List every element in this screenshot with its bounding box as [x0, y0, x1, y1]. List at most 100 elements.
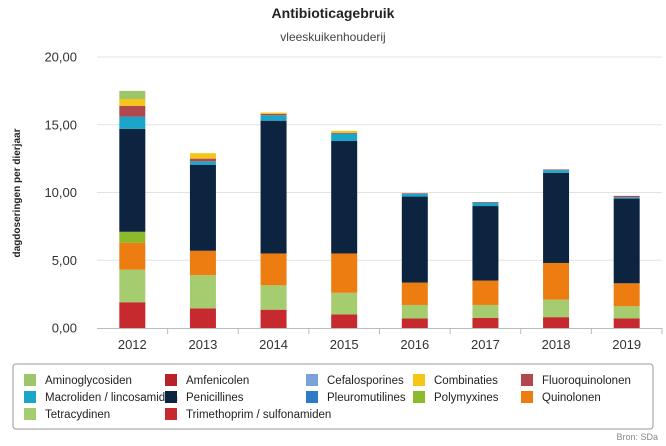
bar-segment	[260, 309, 287, 328]
bar-segment	[260, 120, 287, 254]
legend-swatch	[306, 391, 318, 403]
bar-segment	[260, 115, 287, 121]
x-tick-label: 2015	[330, 337, 359, 352]
x-tick-label: 2018	[542, 337, 571, 352]
bar-segment	[401, 196, 428, 283]
bar-segment	[331, 133, 358, 142]
legend-label: Polymyxines	[434, 392, 499, 404]
x-tick-label: 2012	[118, 337, 147, 352]
bar-segment	[260, 253, 287, 286]
x-axis-ticks: 2012 2013 2014 2015 2016 2017 2018 2019	[118, 328, 663, 352]
y-tick-label: 10,00	[44, 185, 77, 200]
bar-segment	[331, 130, 358, 133]
legend-swatch	[521, 374, 533, 386]
bar-segment	[472, 206, 499, 281]
legend-label: Quinolonen	[542, 392, 601, 404]
bar-segment	[543, 169, 570, 171]
bar-segment	[119, 90, 146, 100]
legend-swatch	[521, 391, 533, 403]
bar-segment	[331, 253, 358, 293]
y-axis-ticks: 0,00 5,00 10,00 15,00 20,00	[44, 50, 77, 336]
y-tick-label: 15,00	[44, 117, 77, 132]
legend-item[interactable]: Cefalosporines	[306, 374, 404, 387]
bar-segment	[543, 170, 570, 173]
y-tick-label: 20,00	[44, 50, 77, 65]
bar-segment	[472, 280, 499, 305]
bar-segment	[401, 193, 428, 194]
y-tick-label: 0,00	[52, 321, 77, 336]
bar-segment	[119, 105, 146, 117]
bar-segment	[189, 161, 216, 165]
bar-segment	[543, 299, 570, 318]
legend-swatch	[165, 374, 177, 386]
legend-item[interactable]: Polymyxines	[413, 391, 499, 404]
chart-subtitle: vleeskuikenhouderij	[280, 30, 385, 44]
bar-segment	[613, 318, 640, 328]
bar-segment	[331, 141, 358, 254]
y-axis-title: dagdoseringen per dierjaar	[12, 128, 23, 257]
bar-segment	[119, 99, 146, 106]
legend-item[interactable]: Amfenicolen	[165, 374, 249, 387]
bar-segment	[543, 317, 570, 328]
bar-segment	[401, 193, 428, 197]
bar-segment	[543, 172, 570, 263]
bar-segment	[260, 285, 287, 310]
legend-item[interactable]: Penicillines	[165, 391, 244, 404]
bar-segment	[119, 269, 146, 303]
legend-label: Trimethoprim / sulfonamiden	[186, 409, 331, 421]
bar-segment	[472, 202, 499, 207]
legend-label: Fluoroquinolonen	[542, 375, 631, 387]
bar-segment	[613, 197, 640, 199]
legend-swatch	[24, 408, 36, 420]
bar-segment	[472, 201, 499, 203]
legend-label: Penicillines	[186, 392, 244, 404]
x-tick-label: 2017	[471, 337, 500, 352]
bar-segment	[401, 282, 428, 305]
legend-item[interactable]: Quinolonen	[521, 391, 601, 404]
bar-segment	[331, 132, 358, 134]
bar-segment	[613, 198, 640, 284]
legend-item[interactable]: Trimethoprim / sulfonamiden	[165, 408, 331, 421]
chart-title: Antibioticagebruik	[272, 5, 395, 21]
bar-segment	[189, 153, 216, 159]
bar-segment	[189, 308, 216, 328]
legend-item[interactable]: Pleuromutilines	[306, 391, 406, 404]
bar-segment	[189, 158, 216, 162]
bar-segment	[401, 318, 428, 328]
bar-segment	[260, 112, 287, 114]
bar-segment	[119, 116, 146, 129]
bar-segment	[613, 195, 640, 198]
source-label: Bron: SDa	[616, 432, 658, 442]
bar-segment	[331, 292, 358, 315]
bar-segment	[613, 283, 640, 307]
legend-label: Tetracydinen	[45, 409, 110, 421]
gridlines	[97, 56, 662, 261]
legend: Aminoglycosiden Amfenicolen Cefalosporines…	[24, 374, 631, 421]
legend-item[interactable]: Fluoroquinolonen	[521, 374, 631, 387]
bar-segment	[119, 242, 146, 270]
legend-label: Amfenicolen	[186, 375, 249, 387]
legend-label: Cefalosporines	[327, 375, 404, 387]
bar-segment	[331, 314, 358, 328]
legend-item[interactable]: Combinaties	[413, 374, 498, 387]
legend-label: Aminoglycosiden	[45, 375, 132, 387]
bar-segment	[472, 317, 499, 328]
bar-segment	[472, 304, 499, 318]
legend-swatch	[306, 374, 318, 386]
y-tick-label: 5,00	[52, 253, 77, 268]
legend-swatch	[24, 374, 36, 386]
legend-item[interactable]: Tetracydinen	[24, 408, 110, 421]
bar-segment	[401, 304, 428, 319]
legend-swatch	[413, 391, 425, 403]
legend-label: Pleuromutilines	[327, 392, 406, 404]
legend-item[interactable]: Macroliden / lincosamiden	[24, 391, 178, 404]
legend-label: Macroliden / lincosamiden	[45, 392, 178, 404]
legend-item[interactable]: Aminoglycosiden	[24, 374, 132, 387]
bar-segment	[119, 128, 146, 232]
x-tick-label: 2013	[188, 337, 217, 352]
bars	[119, 90, 640, 328]
bar-segment	[543, 262, 570, 300]
legend-label: Combinaties	[434, 375, 498, 387]
x-tick-label: 2016	[400, 337, 429, 352]
bar-segment	[613, 306, 640, 319]
